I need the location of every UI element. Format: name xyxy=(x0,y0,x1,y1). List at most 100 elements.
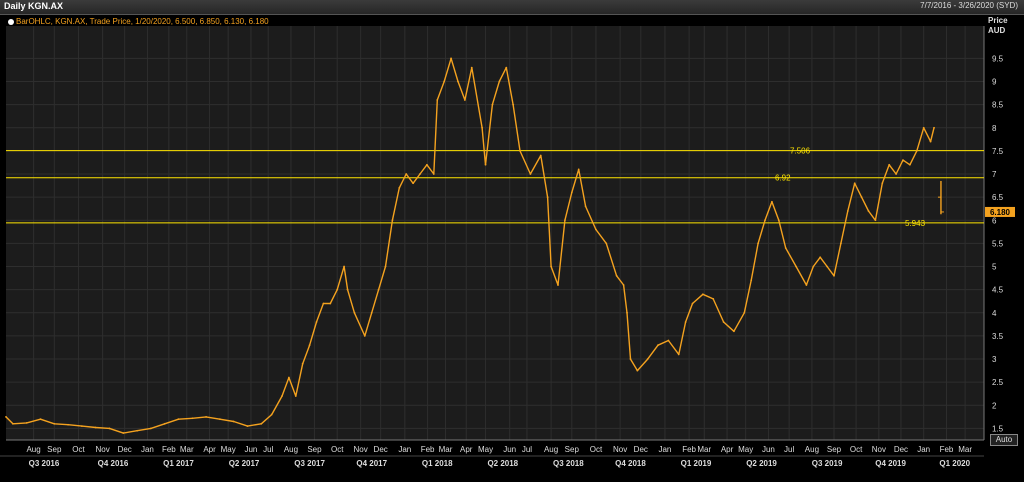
price-point xyxy=(833,274,835,277)
price-point xyxy=(426,163,428,166)
month-tick-label: Oct xyxy=(72,445,85,454)
level-label: 5.943 xyxy=(905,219,926,228)
month-tick-label: Aug xyxy=(544,445,558,454)
month-tick-label: Jul xyxy=(784,445,794,454)
price-point xyxy=(867,210,870,212)
quarter-tick-label: Q4 2019 xyxy=(875,459,906,468)
month-tick-label: Oct xyxy=(850,445,863,454)
month-tick-label: Dec xyxy=(894,445,908,454)
price-point xyxy=(505,66,508,69)
month-tick-label: Nov xyxy=(95,445,109,454)
price-point xyxy=(819,256,822,259)
price-point xyxy=(529,173,532,175)
price-point xyxy=(771,200,773,203)
price-point xyxy=(412,182,414,185)
price-point xyxy=(626,311,628,314)
price-point xyxy=(81,425,83,428)
price-point xyxy=(646,358,649,360)
price-point xyxy=(67,423,69,426)
price-point xyxy=(343,265,345,268)
month-tick-label: Mar xyxy=(439,445,453,454)
price-point xyxy=(512,103,515,106)
price-point xyxy=(922,126,925,129)
price-point xyxy=(219,418,221,421)
price-point xyxy=(377,288,380,291)
quarter-tick-label: Q3 2019 xyxy=(812,459,843,468)
month-tick-label: Apr xyxy=(460,445,473,454)
price-point xyxy=(915,149,918,152)
price-point xyxy=(481,126,483,129)
price-point xyxy=(860,196,863,199)
price-point xyxy=(12,422,14,425)
price-point xyxy=(315,321,318,323)
series-legend[interactable]: BarOHLC, KGN.AX, Trade Price, 1/20/2020,… xyxy=(8,17,269,26)
price-point xyxy=(322,302,325,305)
price-point xyxy=(677,353,680,356)
month-tick-label: Sep xyxy=(47,445,62,454)
y-tick-label: 8 xyxy=(992,124,997,133)
quarter-tick-label: Q1 2019 xyxy=(681,459,712,468)
price-point xyxy=(398,186,401,189)
month-tick-label: Mar xyxy=(958,445,972,454)
price-point xyxy=(136,429,139,432)
y-tick-label: 4.5 xyxy=(992,286,1004,295)
price-point xyxy=(874,219,877,222)
price-point xyxy=(108,427,111,430)
price-point xyxy=(94,426,97,429)
y-tick-label: 3.5 xyxy=(992,332,1004,341)
unit-label: AUD xyxy=(988,26,1006,35)
price-point xyxy=(370,311,373,314)
month-tick-label: Jul xyxy=(522,445,532,454)
price-point xyxy=(757,242,759,245)
price-point xyxy=(584,205,587,208)
y-tick-label: 6 xyxy=(992,216,997,225)
price-label: Price xyxy=(988,16,1008,25)
chart-title: Daily KGN.AX xyxy=(4,1,64,11)
price-point xyxy=(122,432,125,434)
quarter-tick-label: Q2 2018 xyxy=(487,459,518,468)
month-tick-label: Dec xyxy=(634,445,648,454)
month-tick-label: Nov xyxy=(872,445,886,454)
level-label: 6.92 xyxy=(775,174,791,183)
month-tick-label: Mar xyxy=(697,445,711,454)
price-point xyxy=(846,210,849,212)
month-tick-label: Jan xyxy=(917,445,930,454)
y-tick-label: 5.5 xyxy=(992,239,1004,248)
price-point xyxy=(39,418,42,421)
price-point xyxy=(615,274,618,277)
month-tick-label: Jun xyxy=(503,445,516,454)
price-point xyxy=(743,311,746,314)
month-tick-label: Feb xyxy=(940,445,954,454)
y-tick-label: 1.5 xyxy=(992,424,1004,433)
price-point xyxy=(826,265,828,268)
month-tick-label: Nov xyxy=(613,445,627,454)
price-point xyxy=(577,168,580,171)
price-point xyxy=(909,163,911,166)
month-tick-label: Apr xyxy=(721,445,734,454)
month-tick-label: Jun xyxy=(244,445,257,454)
price-point xyxy=(795,265,797,268)
quarter-tick-label: Q3 2016 xyxy=(29,459,60,468)
price-point xyxy=(53,422,56,425)
price-point xyxy=(853,182,856,185)
month-tick-label: Oct xyxy=(590,445,603,454)
auto-scale-button[interactable]: Auto xyxy=(990,434,1018,446)
quarter-tick-label: Q1 2017 xyxy=(163,459,194,468)
price-point xyxy=(246,425,249,428)
price-point xyxy=(457,80,459,83)
price-point xyxy=(733,330,735,333)
quarter-tick-label: Q4 2016 xyxy=(98,459,129,468)
price-point xyxy=(294,395,297,397)
price-point xyxy=(622,284,625,286)
price-point xyxy=(888,163,891,166)
price-point xyxy=(491,103,494,106)
month-tick-label: Feb xyxy=(682,445,696,454)
month-tick-label: Dec xyxy=(374,445,388,454)
title-bar: Daily KGN.AX 7/7/2016 - 3/26/2020 (SYD) xyxy=(0,0,1024,15)
price-point xyxy=(432,173,435,175)
price-point xyxy=(405,173,408,175)
price-point xyxy=(336,288,339,291)
price-point xyxy=(764,219,766,222)
month-tick-label: Feb xyxy=(162,445,176,454)
